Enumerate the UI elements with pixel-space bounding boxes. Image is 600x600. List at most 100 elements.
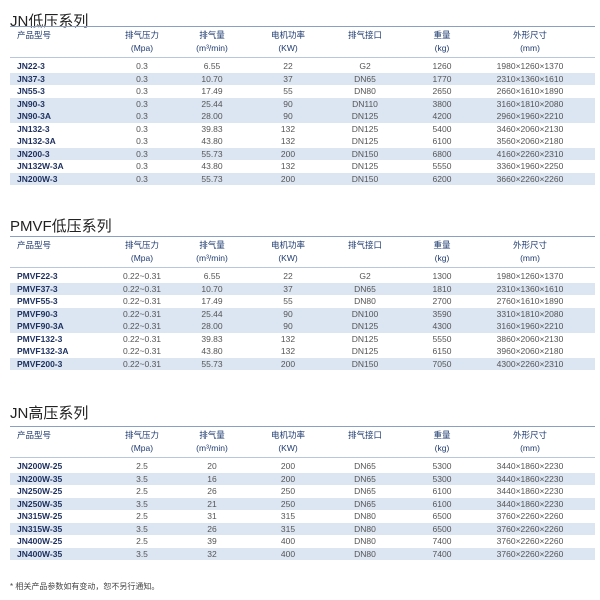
cell-power: 200 — [280, 358, 296, 369]
table-row: JN37-3 0.3 10.70 37 DN65 1770 2310×1360×1610 — [10, 72, 595, 85]
table-row: JN400W-35 3.5 32 400 DN80 7400 3760×2260×2260 — [10, 547, 595, 560]
header-label: 排气压力 — [124, 30, 160, 40]
cell-power: 132 — [280, 136, 296, 146]
cell-power: 132 — [280, 123, 296, 134]
cell-dimensions: 1980×1260×1370 — [496, 61, 564, 71]
cell-flow: 26 — [207, 523, 217, 534]
cell-pressure: 0.22~0.31 — [122, 308, 162, 319]
header-label: 重量 — [433, 240, 451, 250]
header-power: 电机功率 (KW) — [271, 29, 305, 55]
cell-power: 55 — [283, 86, 293, 96]
table-row: JN200-3 0.3 55.73 200 DN150 6800 4160×2260×231… — [10, 147, 595, 160]
header-unit: (KW) — [278, 253, 298, 263]
cell-model: PMVF37-3 — [17, 283, 58, 294]
cell-port: DN125 — [351, 321, 379, 331]
table-row: PMVF22-3 0.22~0.31 6.55 22 G2 1300 1980×1260×1… — [10, 270, 595, 283]
header-label: 排气压力 — [124, 430, 160, 440]
cell-weight: 5300 — [432, 473, 452, 484]
header-unit: (m³/min) — [196, 443, 228, 453]
cell-power: 200 — [280, 461, 296, 471]
cell-power: 400 — [280, 536, 296, 546]
cell-dimensions: 3440×1860×2230 — [496, 498, 564, 509]
cell-dimensions: 2310×1360×1610 — [496, 283, 564, 294]
table-row: PMVF37-3 0.22~0.31 10.70 37 DN65 1810 2310×136… — [10, 282, 595, 295]
cell-flow: 39 — [207, 536, 217, 546]
cell-pressure: 0.3 — [136, 111, 148, 121]
cell-pressure: 0.22~0.31 — [122, 321, 162, 331]
cell-power: 90 — [283, 321, 293, 331]
cell-dimensions: 2760×1610×1890 — [496, 296, 564, 306]
cell-flow: 28.00 — [201, 321, 223, 331]
table-top-rule — [10, 26, 595, 27]
header-label: 外形尺寸 — [512, 430, 548, 440]
table-row: JN200W-35 3.5 16 200 DN65 5300 3440×1860×2230 — [10, 472, 595, 485]
cell-model: JN132-3 — [17, 123, 50, 134]
cell-weight: 5550 — [432, 333, 452, 344]
cell-model: JN22-3 — [17, 61, 45, 71]
cell-dimensions: 2310×1360×1610 — [496, 73, 564, 84]
header-unit: (kg) — [434, 253, 450, 263]
cell-port: DN65 — [354, 73, 376, 84]
cell-model: JN200W-35 — [17, 473, 63, 484]
header-dimensions: 外形尺寸 (mm) — [513, 239, 547, 265]
cell-port: DN80 — [354, 511, 376, 521]
cell-pressure: 0.3 — [136, 86, 148, 96]
cell-weight: 7400 — [432, 536, 452, 546]
cell-pressure: 0.3 — [136, 136, 148, 146]
cell-pressure: 0.22~0.31 — [122, 333, 162, 344]
cell-flow: 43.80 — [201, 136, 223, 146]
cell-flow: 31 — [207, 511, 217, 521]
cell-dimensions: 3160×1960×2210 — [496, 321, 564, 331]
table-row: JN55-3 0.3 17.49 55 DN80 2650 2660×1610×1890 — [10, 85, 595, 98]
table-row: PMVF132-3A 0.22~0.31 43.80 132 DN125 6150 3960… — [10, 345, 595, 358]
cell-flow: 55.73 — [201, 173, 223, 184]
header-label: 重量 — [433, 30, 451, 40]
cell-flow: 32 — [207, 548, 217, 559]
cell-port: DN125 — [351, 123, 379, 134]
cell-dimensions: 3360×1960×2250 — [496, 161, 564, 171]
cell-power: 315 — [280, 511, 296, 521]
table-header: 产品型号 排气压力 (Mpa) 排气量 (m³/min) 电机功率 (KW) 排气接口 重量 (k… — [10, 29, 595, 56]
cell-pressure: 0.22~0.31 — [122, 283, 162, 294]
header-unit: (kg) — [434, 443, 450, 453]
table-header: 产品型号 排气压力 (Mpa) 排气量 (m³/min) 电机功率 (KW) 排气接口 重量 (k… — [10, 239, 595, 266]
footnote: * 相关产品参数如有变动，恕不另行通知。 — [10, 582, 160, 591]
cell-model: JN250W-35 — [17, 498, 63, 509]
cell-flow: 10.70 — [201, 283, 223, 294]
table-header: 产品型号 排气压力 (Mpa) 排气量 (m³/min) 电机功率 (KW) 排气接口 重量 (k… — [10, 429, 595, 456]
cell-weight: 4300 — [432, 321, 452, 331]
header-unit: (m³/min) — [196, 43, 228, 53]
cell-dimensions: 3760×2260×2260 — [496, 511, 564, 521]
cell-model: PMVF90-3A — [17, 321, 64, 331]
header-rule — [10, 457, 595, 458]
cell-pressure: 3.5 — [136, 523, 148, 534]
cell-model: JN400W-35 — [17, 548, 63, 559]
header-label: 产品型号 — [17, 240, 52, 250]
table-row: JN132-3A 0.3 43.80 132 DN125 6100 3560×2060×21… — [10, 135, 595, 148]
header-label: 外形尺寸 — [512, 30, 548, 40]
cell-model: PMVF90-3 — [17, 308, 58, 319]
cell-pressure: 0.3 — [136, 148, 148, 159]
header-unit: (mm) — [520, 253, 540, 263]
cell-pressure: 3.5 — [136, 498, 148, 509]
cell-model: JN37-3 — [17, 73, 45, 84]
cell-dimensions: 3440×1860×2230 — [496, 486, 564, 496]
cell-weight: 5300 — [432, 461, 452, 471]
header-label: 电机功率 — [270, 30, 306, 40]
cell-weight: 1260 — [432, 61, 452, 71]
cell-port: DN125 — [351, 161, 379, 171]
header-rule — [10, 57, 595, 58]
header-power: 电机功率 (KW) — [271, 429, 305, 455]
cell-pressure: 2.5 — [136, 486, 148, 496]
cell-pressure: 2.5 — [136, 461, 148, 471]
cell-model: PMVF200-3 — [17, 358, 63, 369]
cell-power: 250 — [280, 498, 296, 509]
cell-weight: 6100 — [432, 498, 452, 509]
cell-power: 90 — [283, 98, 293, 109]
cell-pressure: 0.3 — [136, 123, 148, 134]
cell-port: DN80 — [354, 86, 376, 96]
table-row: JN200W-3 0.3 55.73 200 DN150 6200 3660×2260×22… — [10, 172, 595, 185]
cell-pressure: 3.5 — [136, 548, 148, 559]
cell-flow: 39.83 — [201, 123, 223, 134]
cell-port: DN125 — [351, 136, 379, 146]
